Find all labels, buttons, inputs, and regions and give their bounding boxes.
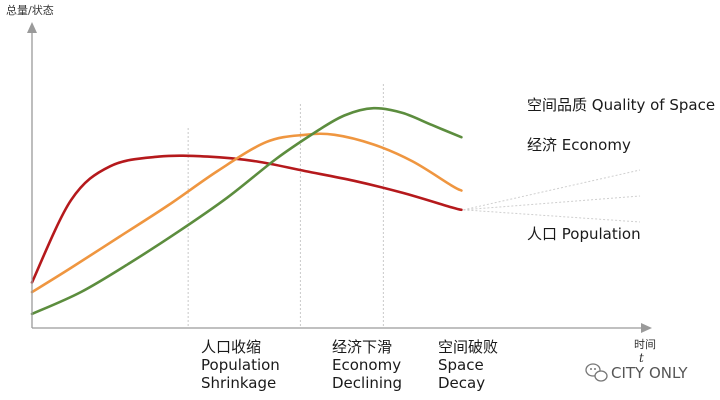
phase-label-space-decay: 空间破败 Space Decay xyxy=(438,338,498,392)
series-label-economy: 经济 Economy xyxy=(527,136,631,154)
phase-label-en: Economy xyxy=(332,356,401,374)
projection-line xyxy=(463,195,641,211)
phase-label-cn: 人口收缩 xyxy=(201,338,261,356)
series-lines xyxy=(30,106,463,316)
y-axis-label: 总量/状态 xyxy=(6,3,54,17)
series-label-quality: 空间品质 Quality of Space xyxy=(527,96,715,114)
wechat-icon xyxy=(585,363,608,382)
projection-line xyxy=(463,169,641,211)
series-label-population: 人口 Population xyxy=(527,225,641,243)
series-line-population xyxy=(30,154,463,284)
phase-label-en: Shrinkage xyxy=(201,374,276,392)
phase-label-cn: 经济下滑 xyxy=(332,338,392,356)
phase-label-cn: 空间破败 xyxy=(438,338,498,356)
phase-label-en: Decay xyxy=(438,374,485,392)
phase-label-en: Space xyxy=(438,356,484,374)
phase-label-population-shrinkage: 人口收缩 Population Shrinkage xyxy=(201,338,280,392)
y-axis-arrow xyxy=(27,22,37,33)
projection-lines xyxy=(463,169,641,223)
series-line-quality-of-space xyxy=(30,106,463,316)
series-line-economy xyxy=(30,132,463,294)
phase-label-en: Declining xyxy=(332,374,402,392)
projection-line xyxy=(463,209,641,223)
phase-label-en: Population xyxy=(201,356,280,374)
x-axis-arrow xyxy=(641,323,652,333)
phase-label-economy-declining: 经济下滑 Economy Declining xyxy=(332,338,402,392)
watermark: CITY ONLY xyxy=(585,363,688,382)
watermark-text: CITY ONLY xyxy=(611,364,688,382)
x-axis-label: 时间 xyxy=(634,338,656,351)
x-axis-symbol: t xyxy=(639,351,644,365)
